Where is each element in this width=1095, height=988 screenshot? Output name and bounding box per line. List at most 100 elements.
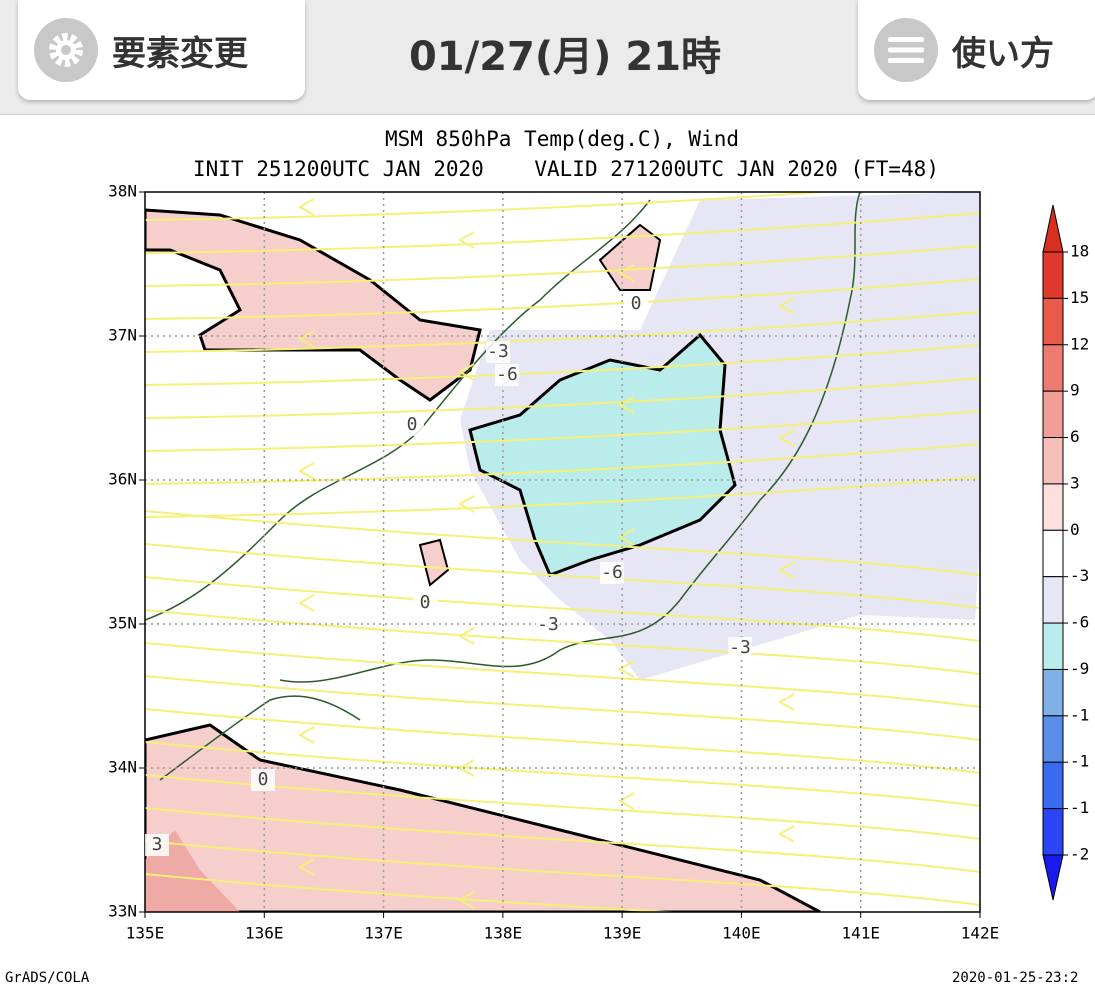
- streamline: [145, 212, 980, 254]
- wind-arrow: [777, 429, 795, 447]
- wind-arrow: [617, 396, 635, 414]
- streamline: [145, 807, 980, 873]
- wind-arrow: [617, 528, 635, 546]
- streamline: [145, 873, 681, 912]
- contour-label-bg: [536, 614, 560, 636]
- colorbar-label: 18: [1070, 242, 1089, 261]
- contour-label-bg: [486, 341, 510, 363]
- wind-arrow: [617, 264, 635, 282]
- contour-label: 0: [258, 769, 269, 790]
- contour-label: -3: [487, 341, 509, 362]
- contour-label-bg: [624, 293, 648, 315]
- map-subtitle: INIT 251200UTC JAN 2020 VALID 271200UTC …: [193, 157, 939, 181]
- wind-arrow: [297, 858, 315, 876]
- streamline: [145, 443, 980, 485]
- contour-label-bg: [728, 637, 752, 659]
- header: 要素変更 01/27(月) 21時 使い方: [0, 0, 1095, 115]
- contour-label: 3: [152, 834, 163, 855]
- streamline: [145, 344, 980, 386]
- lon-label: 136E: [245, 924, 284, 943]
- colorbar-label: 15: [1070, 288, 1089, 307]
- colorbar-label: -1: [1070, 705, 1089, 724]
- weather-map: MSM 850hPa Temp(deg.C), Wind INIT 251200…: [5, 127, 1089, 986]
- wind-arrow: [777, 693, 795, 711]
- wind-arrow: [457, 231, 475, 249]
- colorbar-segment: [1042, 761, 1064, 810]
- contour-label: -3: [537, 614, 559, 635]
- wind-arrow: [297, 330, 315, 348]
- streamline: [145, 576, 980, 642]
- warm-region: [418, 538, 450, 587]
- colorbar-segment: [1042, 529, 1064, 578]
- map-title: MSM 850hPa Temp(deg.C), Wind: [385, 127, 739, 151]
- lon-label: 140E: [722, 924, 761, 943]
- contour-label: -6: [496, 364, 518, 385]
- colorbar-segment: [1042, 715, 1064, 763]
- timestamp: 2020-01-25-23:2: [952, 970, 1078, 986]
- colorbar-label: 0: [1070, 520, 1080, 539]
- colorbar-label: -1: [1070, 752, 1089, 771]
- warm-region: [145, 723, 821, 912]
- colorbar-segment: [1042, 251, 1064, 299]
- wind-arrow: [297, 462, 315, 480]
- streamline: [145, 510, 980, 576]
- streamline: [145, 708, 980, 774]
- contour-label-bg: [251, 769, 275, 791]
- very-cold-region: [468, 332, 737, 577]
- contour-label-bg: [413, 592, 437, 614]
- contour-label: 0: [420, 592, 431, 613]
- wind-arrow: [297, 198, 315, 216]
- lat-label: 34N: [108, 758, 137, 777]
- streamline: [145, 311, 980, 353]
- wind-arrow: [297, 594, 315, 612]
- datetime: 01/27(月) 21時: [408, 34, 722, 80]
- contour-label-bg: [600, 562, 624, 584]
- contour-label: 0: [407, 414, 418, 435]
- source-credit: GrADS/COLA: [5, 970, 90, 986]
- colorbar-segment: [1042, 668, 1064, 717]
- wind-arrow: [457, 891, 475, 909]
- lon-label: 137E: [364, 924, 403, 943]
- colorbar-label: -1: [1070, 798, 1089, 817]
- colorbar-label: -9: [1070, 659, 1089, 678]
- contour-label: -3: [729, 637, 751, 658]
- lon-label: 135E: [126, 924, 165, 943]
- grid: [145, 192, 980, 912]
- streamline: [145, 675, 980, 741]
- warm-region: [598, 223, 662, 291]
- colorbar-label: -3: [1070, 566, 1089, 585]
- contour-label: -6: [601, 562, 623, 583]
- colorbar-cap: [1042, 854, 1064, 901]
- colorbar-label: 12: [1070, 334, 1089, 353]
- lon-label: 142E: [961, 924, 1000, 943]
- colorbar-segment: [1042, 297, 1064, 346]
- colorbar-segment: [1042, 344, 1064, 392]
- colorbar: 18 15 12 9 6 3 0 -3 -6 -9 -1 -1 -1 -2: [1042, 204, 1089, 901]
- streamline: [145, 609, 980, 675]
- streamline: [145, 642, 980, 708]
- lat-label: 36N: [108, 470, 137, 489]
- colorbar-segment: [1042, 483, 1064, 531]
- plot-area: [145, 192, 980, 912]
- warm-region: [145, 208, 482, 402]
- colorbar-label: 6: [1070, 427, 1080, 446]
- colorbar-segment: [1042, 622, 1064, 670]
- help-button[interactable]: 使い方: [858, 0, 1095, 100]
- streamline: [145, 192, 837, 221]
- contour-label: 0: [631, 293, 642, 314]
- settings-button[interactable]: 要素変更: [18, 0, 305, 100]
- lat-label: 37N: [108, 326, 137, 345]
- colorbar-segment: [1042, 390, 1064, 439]
- wind-arrow: [457, 495, 475, 513]
- colorbar-segment: [1042, 576, 1064, 624]
- streamline: [145, 245, 980, 287]
- lon-label: 141E: [841, 924, 880, 943]
- lon-label: 138E: [484, 924, 523, 943]
- lon-label: 139E: [603, 924, 642, 943]
- colorbar-label: 3: [1070, 473, 1080, 492]
- wind-arrow: [617, 792, 635, 810]
- wind-arrow: [457, 759, 475, 777]
- wind-arrow: [457, 627, 475, 645]
- wind-streamlines: [145, 192, 980, 912]
